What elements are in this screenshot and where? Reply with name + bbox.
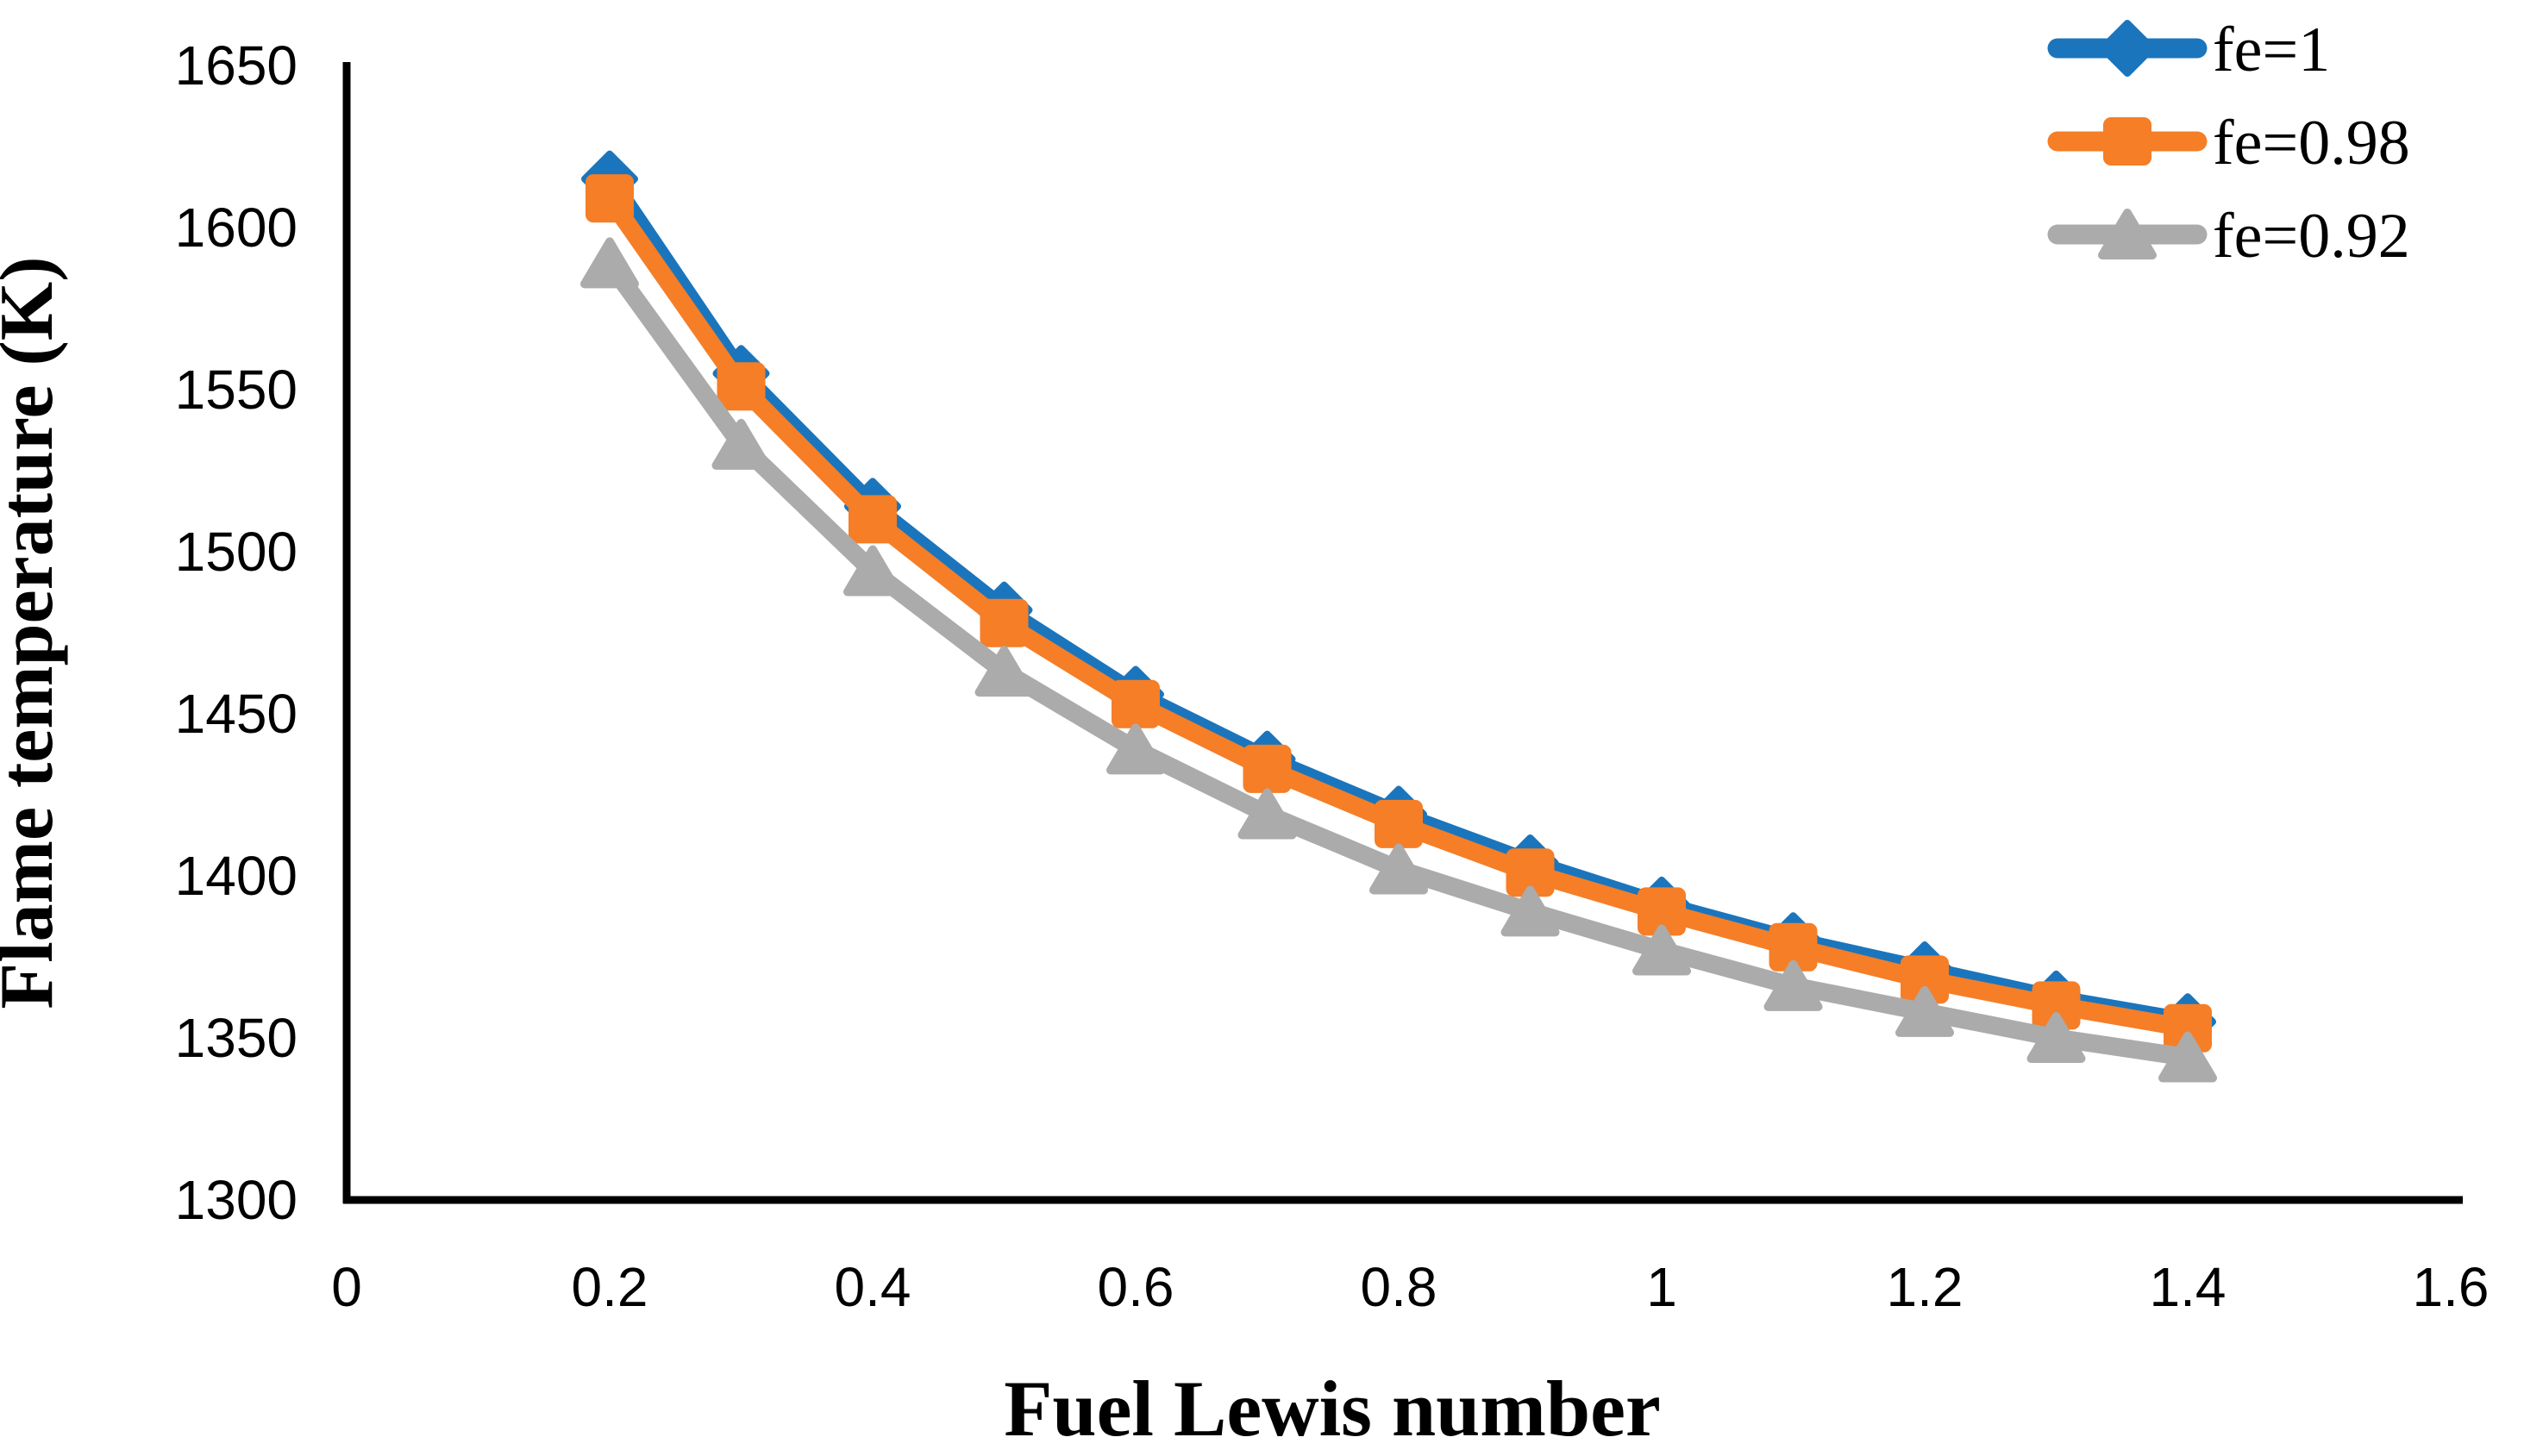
triangle-marker [1632, 924, 1691, 976]
y-tick-labels: 1300 1350 1400 1450 1500 1550 1600 1650 [175, 34, 297, 1231]
x-tick-label: 1.4 [2150, 1256, 2227, 1318]
square-marker [717, 362, 766, 411]
y-tick-label: 1350 [175, 1007, 297, 1069]
legend: fe=1 fe=0.98 fe=0.92 [2047, 15, 2410, 272]
x-tick-label: 0.6 [1098, 1256, 1174, 1318]
triangle-marker [2158, 1031, 2217, 1083]
axes-group [342, 62, 2463, 1204]
legend-label: fe=0.92 [2213, 201, 2410, 272]
triangle-marker [1895, 985, 1954, 1037]
legend-label: fe=0.98 [2213, 108, 2410, 178]
x-tick-label: 1.6 [2413, 1256, 2490, 1318]
square-marker [586, 174, 634, 223]
triangle-marker [1369, 843, 1428, 895]
triangle-marker [2026, 1012, 2086, 1063]
series-line [600, 189, 2197, 1038]
y-tick-label: 1400 [175, 845, 297, 907]
square-marker [1243, 744, 1292, 793]
legend-entry-fe=1: fe=1 [2047, 15, 2330, 85]
x-tick-label: 1.2 [1887, 1256, 1963, 1318]
x-tick-label: 0 [331, 1256, 362, 1318]
triangle-marker [974, 646, 1034, 697]
series-fe=0.98 [586, 174, 2212, 1053]
x-tick-label: 0.8 [1361, 1256, 1437, 1318]
y-tick-label: 1600 [175, 197, 297, 259]
series-fe=1 [581, 150, 2216, 1051]
triangle-marker [1237, 788, 1297, 840]
square-marker [849, 495, 897, 544]
series-line [600, 253, 2197, 1067]
legend-entry-fe=0.92: fe=0.92 [2047, 201, 2410, 272]
square-marker [1375, 799, 1423, 848]
y-tick-label: 1300 [175, 1169, 297, 1231]
triangle-marker [580, 237, 639, 289]
triangle-marker [843, 545, 902, 597]
series-group [580, 150, 2217, 1083]
triangle-marker [2098, 209, 2157, 259]
x-tick-label: 1 [1646, 1256, 1677, 1318]
triangle-marker [711, 418, 771, 470]
legend-label: fe=1 [2213, 15, 2330, 85]
square-marker [1112, 679, 1160, 728]
series-line [600, 170, 2197, 1031]
x-tick-label: 0.4 [835, 1256, 911, 1318]
y-tick-label: 1550 [175, 359, 297, 421]
x-tick-labels: 0 0.2 0.4 0.6 0.8 1 1.2 1.4 1.6 [331, 1256, 2489, 1318]
x-axis-title: Fuel Lewis number [1004, 1365, 1661, 1453]
diamond-marker [2099, 20, 2156, 77]
y-tick-label: 1500 [175, 521, 297, 583]
y-tick-label: 1450 [175, 683, 297, 745]
triangle-marker [1500, 885, 1560, 937]
square-marker [980, 598, 1029, 647]
legend-entry-fe=0.98: fe=0.98 [2047, 108, 2410, 178]
triangle-marker [1106, 723, 1165, 775]
y-axis-title: Flame temperature (K) [0, 256, 69, 1009]
series-fe=0.92 [580, 237, 2217, 1083]
triangle-marker [1763, 959, 1823, 1011]
square-marker [2103, 117, 2151, 166]
y-tick-label: 1650 [175, 34, 297, 97]
x-tick-label: 0.2 [572, 1256, 648, 1318]
